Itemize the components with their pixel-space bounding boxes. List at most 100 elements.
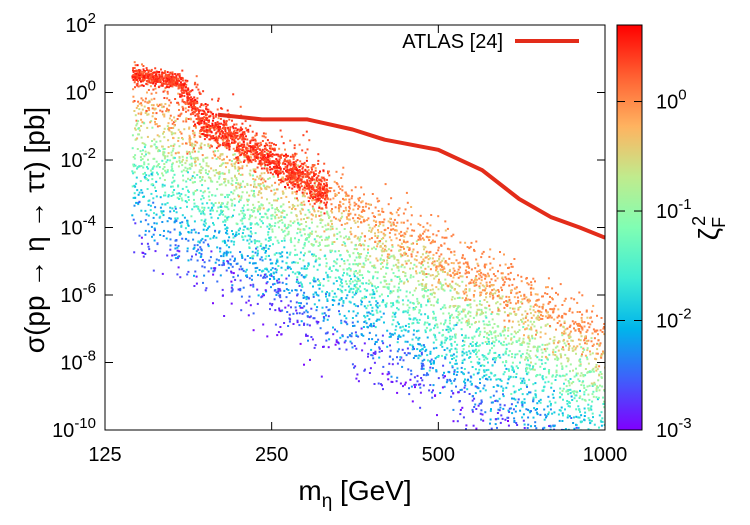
scan-point	[550, 431, 552, 433]
scan-point	[166, 90, 169, 93]
scan-point	[357, 288, 360, 291]
scan-point	[235, 182, 238, 184]
scan-point	[256, 266, 259, 269]
scan-point	[381, 334, 384, 337]
scan-point	[521, 400, 524, 403]
scan-point	[397, 335, 400, 338]
scan-point	[351, 291, 354, 294]
scan-point	[385, 302, 388, 305]
scan-point	[528, 298, 530, 301]
scan-point	[197, 205, 200, 208]
scan-point	[493, 323, 496, 325]
scan-point	[376, 318, 379, 321]
scan-point	[358, 239, 361, 242]
scan-point	[249, 304, 252, 307]
scan-point	[148, 199, 151, 202]
scan-point	[595, 352, 598, 355]
scan-point	[256, 252, 259, 255]
scan-point	[573, 427, 576, 430]
scan-point	[134, 114, 137, 117]
scan-point	[352, 252, 355, 255]
scan-point	[274, 309, 277, 312]
scan-point	[431, 396, 434, 399]
scan-point	[526, 385, 528, 388]
scan-point	[495, 302, 498, 305]
scan-point	[357, 253, 360, 255]
scan-point	[303, 265, 306, 268]
scan-point	[314, 184, 317, 187]
scan-point	[252, 178, 255, 180]
scan-point	[562, 338, 565, 341]
scan-point	[446, 272, 449, 275]
scan-point	[488, 281, 491, 284]
scan-point	[573, 298, 576, 301]
scan-point	[405, 230, 408, 233]
scan-point	[382, 237, 385, 240]
scan-point	[590, 370, 593, 373]
scan-point	[161, 159, 164, 162]
scan-point	[334, 261, 337, 264]
scan-point	[533, 325, 536, 328]
scan-point	[308, 236, 310, 239]
scan-point	[361, 297, 364, 300]
scan-point	[587, 403, 590, 406]
scan-point	[503, 311, 506, 314]
scan-point	[423, 286, 426, 289]
scan-point	[218, 183, 221, 186]
scan-point	[296, 293, 299, 296]
scan-point	[416, 300, 419, 303]
scan-point	[153, 143, 156, 146]
scan-point	[467, 271, 470, 274]
scan-point	[319, 182, 322, 185]
scan-point	[460, 328, 463, 331]
scan-point	[603, 333, 605, 336]
scan-point	[338, 231, 341, 234]
scan-point	[324, 332, 327, 335]
scan-point	[437, 246, 440, 249]
scan-point	[373, 293, 376, 296]
scan-point	[185, 159, 188, 162]
scan-point	[176, 118, 179, 120]
scan-point	[595, 363, 598, 366]
scan-point	[538, 358, 541, 361]
scan-point	[238, 200, 240, 203]
scan-point	[210, 216, 213, 219]
scan-point	[224, 241, 226, 244]
scan-point	[289, 300, 292, 303]
scan-point	[335, 339, 338, 342]
scan-point	[185, 201, 188, 204]
scan-point	[505, 360, 508, 362]
scan-point	[514, 287, 517, 290]
scan-point	[348, 205, 351, 208]
scan-point	[187, 259, 190, 262]
scan-point	[378, 347, 381, 350]
scan-point	[580, 414, 583, 417]
scan-point	[454, 304, 457, 307]
scan-point	[324, 224, 327, 227]
scan-point	[432, 360, 435, 363]
scan-point	[171, 207, 174, 210]
scan-point	[177, 137, 180, 139]
scan-point	[164, 194, 167, 197]
scan-point	[589, 422, 592, 425]
scan-point	[198, 91, 201, 94]
scan-point	[174, 98, 177, 100]
scan-point	[186, 152, 189, 155]
scan-point	[538, 305, 541, 308]
scan-point	[510, 265, 513, 268]
scan-point	[469, 245, 472, 248]
scan-point	[339, 288, 342, 291]
scan-point	[360, 186, 363, 189]
scan-point	[407, 299, 410, 302]
scan-point	[519, 387, 522, 390]
scan-point	[234, 233, 237, 236]
scan-point	[231, 199, 234, 202]
scan-point	[265, 151, 268, 154]
scan-point	[570, 417, 573, 419]
scan-point	[396, 265, 399, 268]
scan-point	[192, 238, 195, 241]
scan-point	[547, 411, 550, 414]
scan-point	[155, 165, 158, 168]
scan-point	[555, 369, 558, 372]
scan-point	[248, 242, 251, 245]
